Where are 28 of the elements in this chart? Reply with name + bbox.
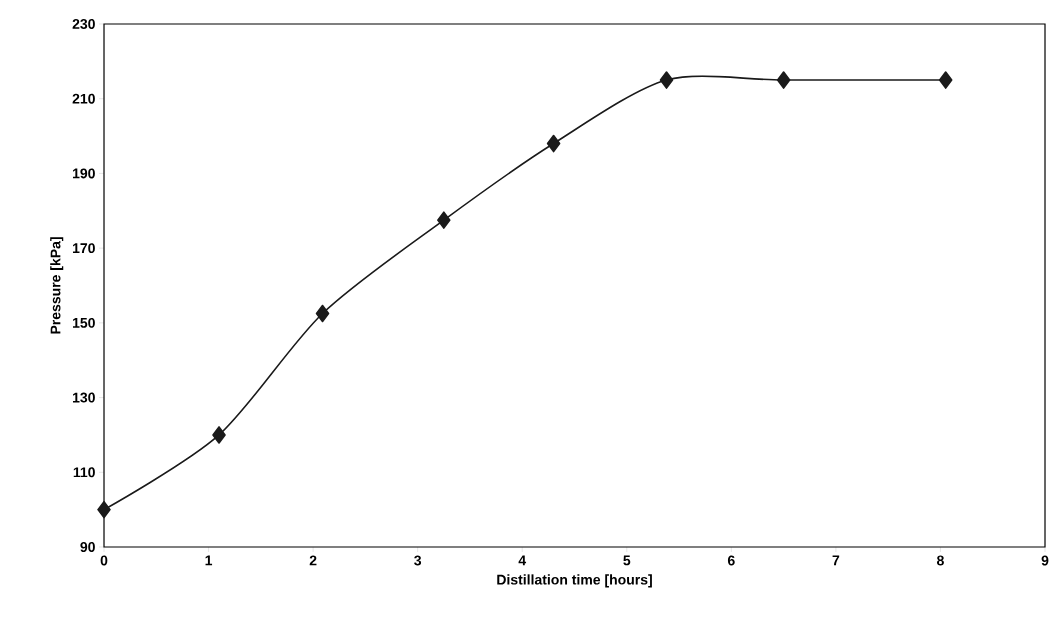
x-tick-label: 8	[937, 555, 944, 566]
point	[546, 134, 561, 153]
y-tick-label: 230	[72, 19, 95, 29]
x-tick-label: 7	[832, 555, 840, 566]
x-tick-label: 4	[518, 555, 527, 566]
point	[776, 71, 791, 89]
y-axis-title: Pressure [kPa]	[50, 237, 64, 334]
y-tick-label: 150	[72, 317, 95, 328]
x-tick-label: 0	[100, 555, 108, 566]
y-tick-label: 90	[80, 542, 95, 552]
x-tick-label: 9	[1041, 555, 1049, 566]
x-tick-label: 5	[623, 555, 631, 566]
y-tick-label: 210	[72, 93, 95, 104]
point	[315, 304, 330, 323]
point	[938, 71, 953, 89]
y-tick-label: 130	[72, 392, 95, 403]
point	[659, 71, 674, 89]
point	[97, 500, 111, 519]
point	[437, 211, 451, 229]
x-tick-label: 3	[414, 555, 422, 566]
x-tick-label: 2	[309, 555, 317, 566]
point	[212, 426, 226, 444]
x-axis-title: Distillation time [hours]	[497, 574, 652, 588]
y-tick-label: 110	[73, 467, 95, 478]
x-tick-label: 1	[205, 555, 213, 566]
y-tick-label: 190	[72, 168, 95, 179]
y-tick-label: 170	[72, 243, 95, 254]
x-tick-label: 6	[727, 555, 735, 566]
